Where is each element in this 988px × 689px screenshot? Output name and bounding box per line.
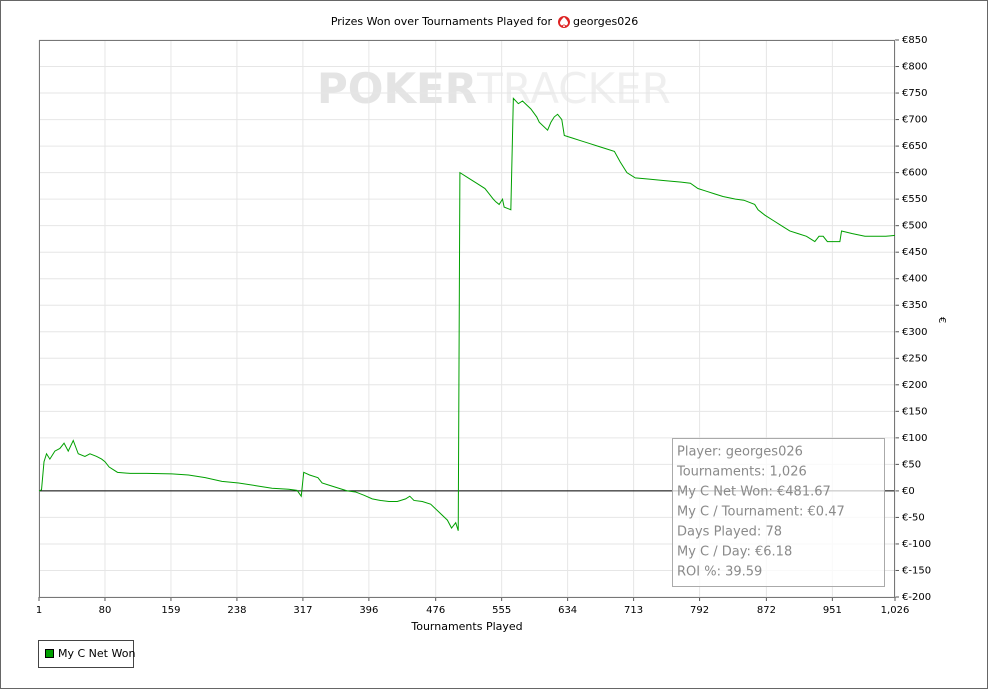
y-tick-label: €-100 — [902, 539, 931, 550]
x-tick-label: 238 — [227, 605, 246, 616]
x-tick-label: 159 — [161, 605, 180, 616]
plot-border — [39, 40, 895, 598]
y-tick-label: €200 — [902, 380, 927, 391]
y-tick-label: €250 — [902, 353, 927, 364]
stat-line: My C / Tournament: €0.47 — [677, 505, 845, 520]
stat-line: My C / Day: €6.18 — [677, 545, 792, 560]
stats-box: Player: georges026 Tournaments: 1,026 My C… — [672, 438, 885, 587]
stat-line: My C Net Won: €481.67 — [677, 485, 831, 500]
y-tick-label: €800 — [902, 62, 927, 73]
x-tick-label: 396 — [359, 605, 378, 616]
y-tick-label: €450 — [902, 247, 927, 258]
y-tick-label: €50 — [902, 459, 921, 470]
y-tick-label: €0 — [902, 486, 915, 497]
x-tick-label: 792 — [690, 605, 709, 616]
y-tick-label: €150 — [902, 406, 927, 417]
y-tick-label: €350 — [902, 300, 927, 311]
watermark-part: TRACKER — [476, 64, 671, 113]
spade-icon — [558, 16, 570, 28]
y-tick-label: €-50 — [902, 512, 925, 523]
y-axis-label: € — [936, 317, 947, 323]
x-axis-label: Tournaments Played — [410, 620, 522, 633]
series-line — [38, 97, 896, 531]
y-tick-label: €650 — [902, 141, 927, 152]
x-tick-label: 476 — [426, 605, 445, 616]
y-tick-label: €-150 — [902, 565, 931, 576]
legend: My C Net Won — [38, 640, 135, 668]
y-tick-label: €400 — [902, 274, 927, 285]
x-tick-label: 80 — [99, 605, 112, 616]
legend-swatch — [45, 649, 54, 658]
legend-label: My C Net Won — [58, 647, 135, 660]
player-name: georges026 — [573, 15, 638, 28]
legend-box — [38, 640, 134, 668]
stat-line: Days Played: 78 — [677, 525, 782, 540]
stat-line: Player: georges026 — [677, 445, 803, 460]
y-tick-label: €300 — [902, 327, 927, 338]
y-tick-label: €-200 — [902, 592, 931, 603]
x-tick-label: 951 — [823, 605, 842, 616]
y-tick-label: €750 — [902, 88, 927, 99]
watermark: POKERTRACKER — [317, 64, 671, 113]
x-tick-label: 317 — [293, 605, 312, 616]
stat-line: Tournaments: 1,026 — [676, 465, 807, 480]
y-tick-label: €100 — [902, 433, 927, 444]
stat-line: ROI %: 39.59 — [677, 565, 762, 580]
x-tick-label: 634 — [558, 605, 577, 616]
x-tick-label: 713 — [624, 605, 643, 616]
x-tick-label: 1,026 — [881, 605, 910, 616]
x-tick-label: 872 — [757, 605, 776, 616]
chart-title: Prizes Won over Tournaments Played for — [331, 15, 553, 28]
y-tick-label: €700 — [902, 115, 927, 126]
y-tick-label: €600 — [902, 168, 927, 179]
y-tick-label: €850 — [902, 35, 927, 46]
stats-background — [672, 438, 885, 587]
x-tick-label: 1 — [36, 605, 42, 616]
x-tick-label: 555 — [492, 605, 511, 616]
watermark-part: POKER — [317, 64, 477, 113]
y-tick-label: €550 — [902, 194, 927, 205]
y-tick-label: €500 — [902, 221, 927, 232]
